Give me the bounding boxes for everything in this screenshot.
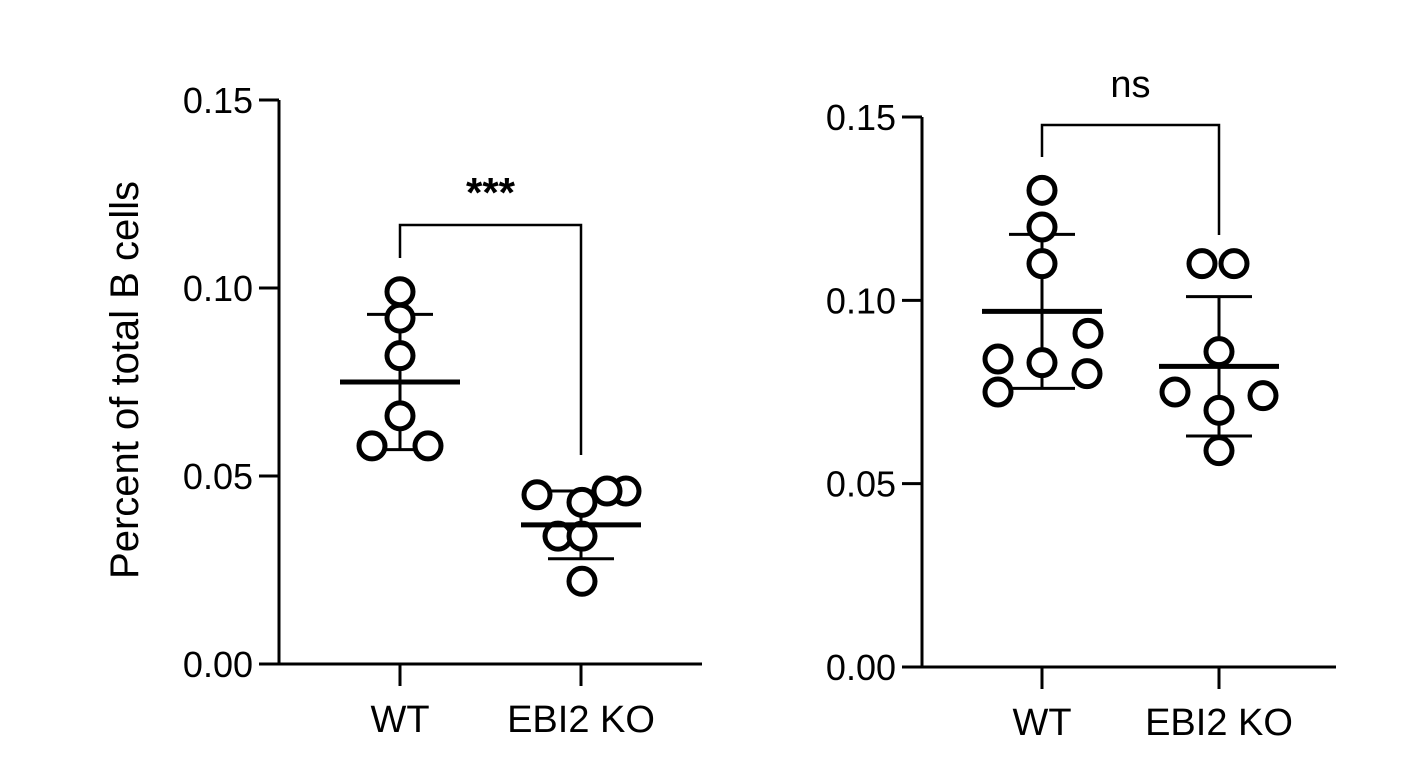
y-tick-label: 0.00	[826, 647, 896, 688]
right-panel: 0.00 0.05 0.10 0.15 WT EBI2 KO ns	[826, 64, 1336, 744]
data-point	[521, 479, 553, 511]
x-category-label: WT	[370, 699, 429, 741]
data-point	[982, 376, 1014, 408]
data-point	[1218, 248, 1250, 280]
data-point	[1203, 394, 1235, 426]
data-point	[1247, 380, 1279, 412]
data-point	[384, 400, 416, 432]
data-point	[1071, 358, 1103, 390]
y-axis-label: Percent of total B cells	[103, 181, 147, 579]
data-point	[566, 565, 598, 597]
x-category-label: WT	[1012, 702, 1071, 744]
y-tick-label: 0.10	[183, 268, 253, 309]
data-point	[356, 430, 388, 462]
data-point	[384, 276, 416, 308]
data-point	[566, 486, 598, 518]
data-point	[1026, 248, 1058, 280]
y-tick-label: 0.00	[183, 644, 253, 685]
data-point	[1026, 211, 1058, 243]
data-point	[1072, 317, 1104, 349]
data-point	[1026, 347, 1058, 379]
data-point	[1186, 248, 1218, 280]
data-point	[412, 430, 444, 462]
y-tick-label: 0.05	[183, 456, 253, 497]
data-point	[982, 343, 1014, 375]
significance-bracket	[1040, 123, 1221, 235]
data-point	[1026, 174, 1058, 206]
y-tick-label: 0.15	[183, 80, 253, 121]
data-point	[384, 340, 416, 372]
data-point	[1203, 435, 1235, 467]
x-category-label: EBI2 KO	[507, 699, 655, 741]
x-category-label: EBI2 KO	[1145, 702, 1293, 744]
y-tick-label: 0.05	[826, 464, 896, 505]
significance-label: ns	[1110, 64, 1150, 106]
data-point	[384, 302, 416, 334]
y-tick-label: 0.15	[826, 97, 896, 138]
data-point	[1203, 336, 1235, 368]
left-panel: Percent of total B cells 0.00 0.05 0.10 0.1…	[103, 80, 702, 741]
data-point	[591, 475, 623, 507]
data-point	[1159, 376, 1191, 408]
significance-label: ***	[466, 169, 516, 216]
y-tick-label: 0.10	[826, 280, 896, 321]
significance-bracket	[398, 223, 583, 455]
